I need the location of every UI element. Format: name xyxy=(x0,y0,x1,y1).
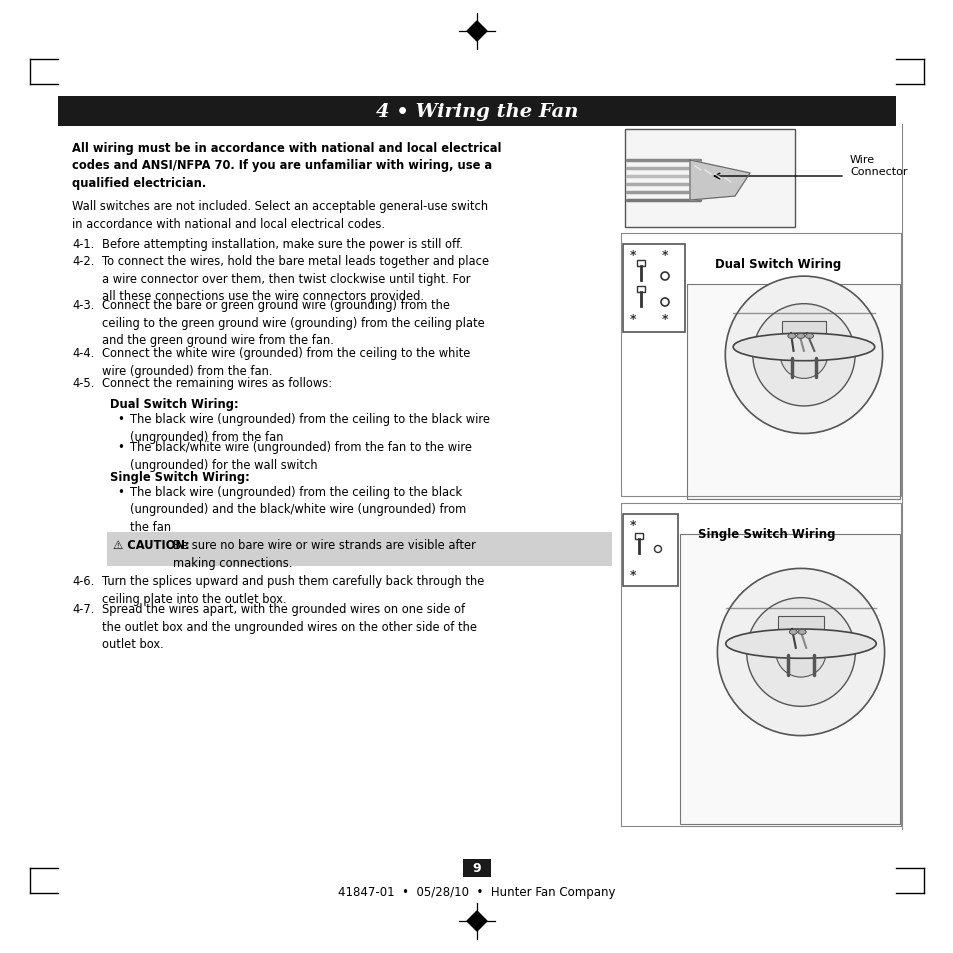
Bar xyxy=(462,859,491,877)
Bar xyxy=(781,322,824,339)
Text: *: * xyxy=(629,248,636,261)
Text: 4-2.: 4-2. xyxy=(71,254,94,268)
Text: 9: 9 xyxy=(472,862,481,875)
Text: 4-6.: 4-6. xyxy=(71,575,94,587)
Text: 4-3.: 4-3. xyxy=(71,298,94,312)
Text: Dual Switch Wiring: Dual Switch Wiring xyxy=(714,257,841,271)
Circle shape xyxy=(752,304,854,407)
Circle shape xyxy=(660,298,668,307)
Polygon shape xyxy=(467,911,486,931)
Bar xyxy=(107,533,612,566)
Bar xyxy=(637,261,644,267)
Polygon shape xyxy=(467,22,486,42)
Text: *: * xyxy=(629,568,636,581)
Circle shape xyxy=(660,273,668,281)
Ellipse shape xyxy=(725,629,875,659)
Text: *: * xyxy=(661,313,667,325)
Text: Turn the splices upward and push them carefully back through the
ceiling plate i: Turn the splices upward and push them ca… xyxy=(102,575,484,605)
Text: The black wire (ungrounded) from the ceiling to the black
(ungrounded) and the b: The black wire (ungrounded) from the cei… xyxy=(130,485,466,534)
Text: 41847-01  •  05/28/10  •  Hunter Fan Company: 41847-01 • 05/28/10 • Hunter Fan Company xyxy=(338,885,615,898)
Bar xyxy=(679,535,899,824)
Polygon shape xyxy=(689,161,749,201)
Ellipse shape xyxy=(798,630,805,635)
Text: *: * xyxy=(661,248,667,261)
Bar xyxy=(686,285,899,499)
Ellipse shape xyxy=(796,335,804,339)
Ellipse shape xyxy=(788,630,797,635)
Text: Dual Switch Wiring:: Dual Switch Wiring: xyxy=(110,397,238,411)
Bar xyxy=(620,503,900,826)
Text: Be sure no bare wire or wire strands are visible after
making connections.: Be sure no bare wire or wire strands are… xyxy=(172,538,476,569)
Text: 4 • Wiring the Fan: 4 • Wiring the Fan xyxy=(375,103,578,121)
Circle shape xyxy=(717,569,883,736)
Text: 4-1.: 4-1. xyxy=(71,237,94,251)
Text: •: • xyxy=(117,413,124,426)
Bar xyxy=(622,515,678,586)
Text: Connect the bare or green ground wire (grounding) from the
ceiling to the green : Connect the bare or green ground wire (g… xyxy=(102,298,484,347)
Bar xyxy=(778,617,823,636)
Text: The black/white wire (ungrounded) from the fan to the wire
(ungrounded) for the : The black/white wire (ungrounded) from t… xyxy=(130,440,472,471)
Text: Before attempting installation, make sure the power is still off.: Before attempting installation, make sur… xyxy=(102,237,462,251)
Text: Wire
Connector: Wire Connector xyxy=(849,154,906,177)
Ellipse shape xyxy=(733,334,874,361)
Circle shape xyxy=(654,546,660,553)
Circle shape xyxy=(775,627,825,678)
Bar xyxy=(58,97,895,127)
Circle shape xyxy=(780,332,826,379)
Text: 4-5.: 4-5. xyxy=(71,376,94,390)
Bar xyxy=(635,534,642,539)
Ellipse shape xyxy=(804,335,813,339)
Circle shape xyxy=(724,277,882,434)
Text: •: • xyxy=(117,440,124,454)
Text: Single Switch Wiring: Single Switch Wiring xyxy=(698,527,835,540)
Text: The black wire (ungrounded) from the ceiling to the black wire
(ungrounded) from: The black wire (ungrounded) from the cei… xyxy=(130,413,490,443)
Bar xyxy=(620,233,900,497)
Text: Connect the remaining wires as follows:: Connect the remaining wires as follows: xyxy=(102,376,332,390)
Bar xyxy=(637,287,644,293)
Text: Spread the wires apart, with the grounded wires on one side of
the outlet box an: Spread the wires apart, with the grounde… xyxy=(102,602,476,650)
Text: ⚠ CAUTION:: ⚠ CAUTION: xyxy=(112,538,190,552)
Text: To connect the wires, hold the bare metal leads together and place
a wire connec: To connect the wires, hold the bare meta… xyxy=(102,254,489,303)
Text: *: * xyxy=(629,313,636,325)
Bar xyxy=(622,245,684,333)
Text: •: • xyxy=(117,485,124,498)
Circle shape xyxy=(746,598,855,706)
Bar xyxy=(624,130,794,228)
Text: All wiring must be in accordance with national and local electrical
codes and AN: All wiring must be in accordance with na… xyxy=(71,142,501,190)
Text: Single Switch Wiring:: Single Switch Wiring: xyxy=(110,471,250,483)
Text: Connect the white wire (grounded) from the ceiling to the white
wire (grounded) : Connect the white wire (grounded) from t… xyxy=(102,347,470,377)
Text: 4-7.: 4-7. xyxy=(71,602,94,616)
Ellipse shape xyxy=(787,335,795,339)
Text: 4-4.: 4-4. xyxy=(71,347,94,359)
Text: *: * xyxy=(629,518,636,531)
Text: Wall switches are not included. Select an acceptable general-use switch
in accor: Wall switches are not included. Select a… xyxy=(71,200,488,231)
